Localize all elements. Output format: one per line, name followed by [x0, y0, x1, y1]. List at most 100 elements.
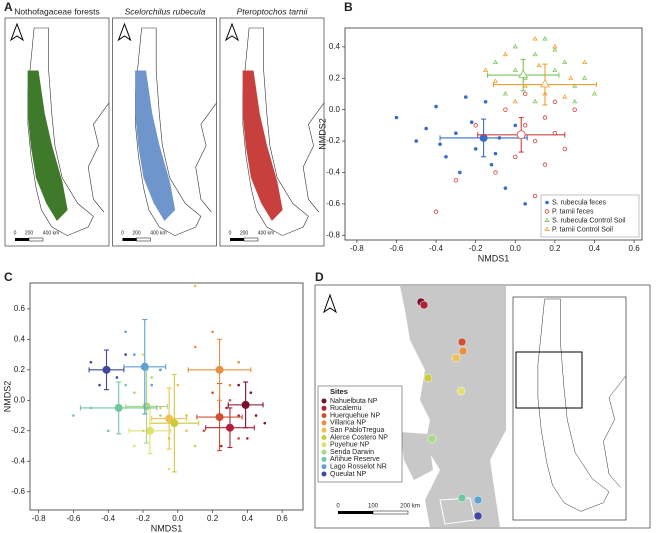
- point: [185, 429, 188, 433]
- scale-bar: [338, 511, 373, 514]
- point: [438, 142, 442, 147]
- scale-label: 200: [240, 230, 249, 236]
- point: [124, 330, 127, 334]
- scale-label: 0: [229, 230, 232, 236]
- point: [572, 83, 578, 88]
- legend-label: Villarica NP: [330, 420, 366, 427]
- point: [473, 147, 478, 151]
- coastline: [195, 102, 217, 213]
- point: [141, 353, 145, 356]
- site-marker: [458, 346, 468, 356]
- y-tick-label: -0.8: [326, 230, 340, 239]
- centroid: [518, 69, 529, 78]
- range: [135, 70, 176, 222]
- centroid: [215, 365, 224, 374]
- point: [492, 78, 499, 83]
- inset-extent: [515, 351, 583, 409]
- y-tick-label: 0.0: [329, 105, 341, 114]
- scale-bar: [243, 237, 259, 242]
- point: [572, 98, 578, 104]
- point: [503, 186, 508, 190]
- point: [542, 115, 548, 120]
- y-tick-label: 0.4: [14, 334, 26, 343]
- point: [512, 98, 518, 104]
- series: [133, 376, 162, 433]
- x-tick-label: -0.2: [136, 514, 150, 523]
- point: [454, 131, 458, 136]
- centroid: [140, 362, 149, 371]
- scale-bar: [230, 238, 244, 241]
- legend-marker: [545, 200, 549, 205]
- point: [522, 83, 528, 88]
- x-tick-label: -0.8: [350, 244, 364, 253]
- site-marker: [423, 373, 433, 383]
- point: [167, 467, 171, 471]
- series: [89, 353, 127, 387]
- point: [72, 414, 75, 417]
- point: [572, 107, 577, 112]
- point: [237, 414, 240, 417]
- y-tick-label: 0.6: [14, 304, 26, 313]
- point: [133, 444, 136, 448]
- point: [89, 360, 93, 364]
- panel-label: D: [315, 270, 324, 284]
- point: [225, 406, 228, 410]
- scale-label: 0: [121, 230, 124, 236]
- range: [242, 70, 283, 222]
- centroid: [114, 403, 123, 412]
- point: [542, 162, 548, 167]
- point: [463, 95, 468, 99]
- centroid: [215, 413, 224, 422]
- site-marker: [419, 300, 429, 310]
- point: [124, 383, 127, 387]
- legend-label: Puyehue NP: [330, 442, 370, 449]
- x-axis-title: NMDS1: [151, 523, 183, 533]
- legend-label: P. tarnii feces: [552, 208, 594, 215]
- site-marker: [427, 434, 437, 444]
- point: [562, 94, 568, 99]
- point: [219, 444, 223, 448]
- legend-marker: [321, 435, 327, 440]
- site-marker: [451, 353, 461, 363]
- legend-marker: [544, 226, 550, 231]
- point: [202, 429, 206, 433]
- x-tick-label: 0.0: [510, 244, 522, 253]
- point: [502, 91, 508, 96]
- point: [581, 75, 588, 80]
- point: [552, 47, 558, 52]
- point: [512, 43, 518, 49]
- legend-label: Queulat NP: [330, 471, 367, 478]
- point: [503, 107, 508, 112]
- legend-marker: [321, 413, 327, 419]
- coastline: [302, 102, 325, 213]
- point: [552, 43, 558, 49]
- site-marker: [473, 495, 483, 505]
- point: [193, 345, 197, 349]
- scale-bar: [122, 238, 137, 241]
- point: [237, 437, 240, 440]
- panel-label: A: [4, 0, 13, 14]
- legend-label: Alerce Costero NP: [330, 434, 388, 441]
- legend-marker: [321, 427, 327, 433]
- centroid: [145, 426, 154, 435]
- point: [249, 391, 253, 394]
- legend-marker: [544, 209, 550, 214]
- centroid: [241, 400, 250, 409]
- point: [513, 154, 518, 159]
- scale-label: 400 km: [150, 230, 166, 236]
- centroid: [225, 423, 234, 432]
- point: [493, 151, 498, 156]
- point: [512, 67, 518, 72]
- point: [237, 360, 240, 364]
- scale-label: 400 km: [43, 230, 59, 236]
- site-marker: [457, 337, 467, 347]
- x-tick-label: 0.6: [629, 244, 641, 253]
- legend-marker: [321, 405, 327, 411]
- legend-label: Lago Rosselot NR: [330, 464, 387, 471]
- point: [523, 202, 527, 206]
- series: [394, 95, 527, 206]
- point: [228, 383, 232, 387]
- point: [246, 437, 249, 440]
- legend-label: Senda Darwin: [330, 449, 374, 456]
